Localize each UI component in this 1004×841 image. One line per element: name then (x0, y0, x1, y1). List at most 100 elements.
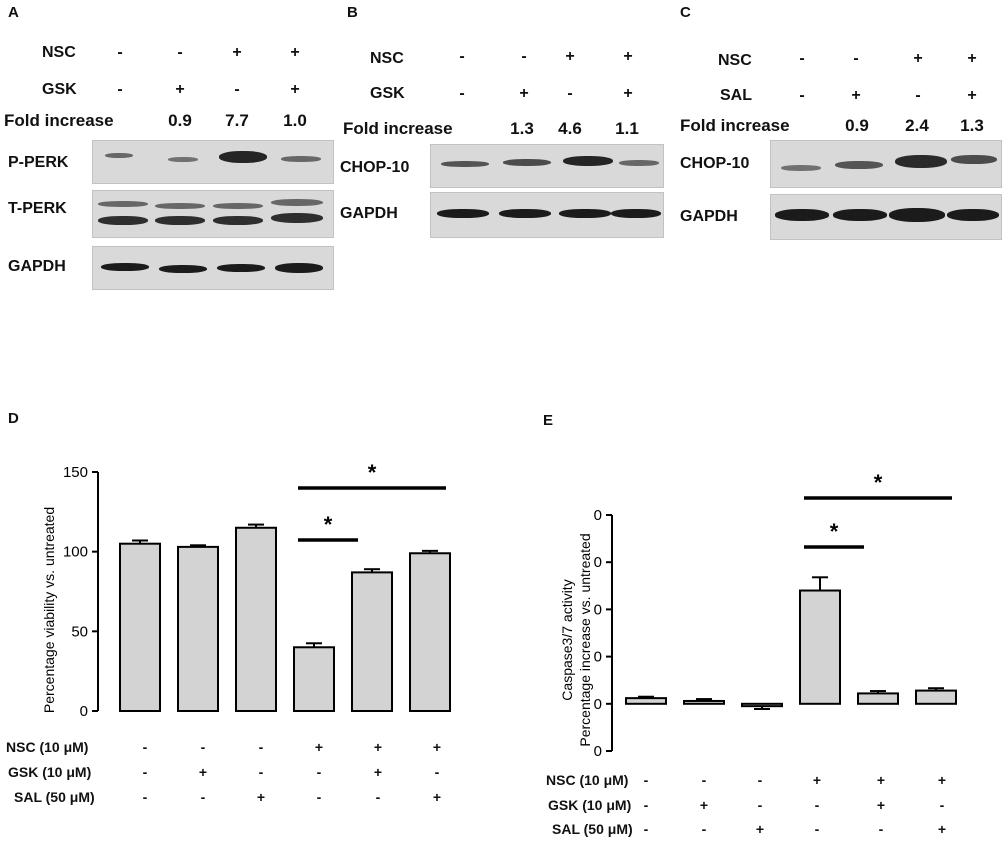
treatment-sign-gsk: - (258, 764, 264, 780)
treatment-sign-gsk: - (814, 797, 820, 813)
treat-d-gsk-label: GSK (10 μM) (8, 764, 92, 780)
treatment-sign-sal: - (878, 821, 884, 837)
panel-a-gsk-label: GSK (42, 81, 77, 98)
panel-c-blot-label: CHOP-10 (680, 155, 750, 172)
panel-a-fold-value: 1.0 (283, 111, 307, 130)
treatment-sign-nsc: + (314, 739, 324, 755)
treatment-sign-gsk: + (198, 764, 208, 780)
treatment-sign-sal: + (937, 821, 947, 837)
panel-letter-b: B (347, 4, 358, 21)
y-tick-label: 0 (594, 696, 602, 713)
panel-a-blot-label: GAPDH (8, 258, 66, 275)
bar (683, 699, 725, 705)
blot-chop10-c (770, 140, 1002, 188)
bar (857, 692, 899, 705)
treatment-sign-nsc: + (876, 772, 886, 788)
treatment-sign-gsk: - (757, 797, 763, 813)
treatment-sign-sal: - (643, 821, 649, 837)
blot-p-perk (92, 140, 334, 184)
y-tick-label: 0 (594, 743, 602, 760)
bar (799, 589, 841, 705)
treatment-sign-sal: + (755, 821, 765, 837)
panel-a-nsc-sign: + (290, 44, 300, 61)
bar (741, 702, 783, 708)
y-axis-label: Percentage increase vs. untreated (577, 533, 593, 746)
treatment-sign-sal: + (256, 789, 266, 805)
treatment-sign-sal: + (432, 789, 442, 805)
treatment-sign-nsc: - (643, 772, 649, 788)
chart-d-viability: 0 50 100 150 Percentage viability vs. untrea… (41, 460, 451, 720)
panel-a-fold-label: Fold increase (4, 111, 114, 130)
treatment-sign-nsc: - (200, 739, 206, 755)
panel-c-sal-sign: + (851, 87, 861, 104)
treatment-sign-gsk: + (876, 797, 886, 813)
panel-a-blot-label: T-PERK (8, 200, 67, 217)
panel-b-gsk-sign: + (623, 85, 633, 102)
y-axis-label: Percentage viability vs. untreated (41, 507, 57, 713)
panel-b-nsc-sign: - (521, 48, 527, 65)
treatment-sign-nsc: - (757, 772, 763, 788)
panel-a-nsc-sign: - (117, 44, 123, 61)
treatment-sign-sal: - (814, 821, 820, 837)
panel-b-blot-label: GAPDH (340, 205, 398, 222)
treat-e-sal-label: SAL (50 μM) (552, 821, 633, 837)
panel-c-nsc-label: NSC (718, 52, 752, 69)
panel-c-nsc-sign: - (853, 50, 859, 67)
panel-a-blot-label: P-PERK (8, 154, 69, 171)
panel-c-sal-label: SAL (720, 87, 752, 104)
treatment-sign-nsc: + (432, 739, 442, 755)
panel-b-nsc-sign: + (565, 48, 575, 65)
panel-b-fold-label: Fold increase (343, 119, 453, 138)
panel-b-blot-label: CHOP-10 (340, 159, 410, 176)
treat-d-nsc-label: NSC (10 μM) (6, 739, 89, 755)
y-tick-label: 0 (594, 649, 602, 666)
bar (351, 571, 393, 712)
panel-c-fold-value: 2.4 (905, 116, 929, 135)
panel-letter-a: A (8, 4, 19, 21)
treat-d-sal-label: SAL (50 μM) (14, 789, 95, 805)
panel-c-fold-value: 0.9 (845, 116, 869, 135)
panel-a-gsk-sign: - (234, 81, 240, 98)
y-tick-label: 150 (63, 464, 88, 481)
treatment-sign-sal: - (142, 789, 148, 805)
panel-b-nsc-sign: - (459, 48, 465, 65)
panel-a-gsk-sign: + (175, 81, 185, 98)
panel-b-nsc-label: NSC (370, 50, 404, 67)
treat-e-nsc-label: NSC (10 μM) (546, 772, 629, 788)
treatment-sign-gsk: - (316, 764, 322, 780)
bar (119, 542, 161, 712)
bar (177, 545, 219, 712)
y-tick-label: 0 (80, 703, 88, 720)
blot-gapdh-c (770, 194, 1002, 240)
y-tick-label: 0 (594, 507, 602, 524)
treatment-sign-nsc: - (142, 739, 148, 755)
blot-gapdh-b (430, 192, 664, 238)
treatment-sign-nsc: + (937, 772, 947, 788)
panel-a-nsc-sign: - (177, 44, 183, 61)
treatment-sign-gsk: - (643, 797, 649, 813)
bar (915, 689, 957, 705)
panel-b-gsk-sign: - (459, 85, 465, 102)
y-tick-label: 50 (71, 623, 88, 640)
treatment-sign-sal: - (375, 789, 381, 805)
panel-a-nsc-sign: + (232, 44, 242, 61)
blot-gapdh-a (92, 246, 334, 290)
panel-b-gsk-sign: - (567, 85, 573, 102)
chart-e-caspase: 0 0 0 0 0 0 Caspase3/7 activity Percentage incr… (559, 470, 957, 760)
significance-star: * (368, 460, 377, 485)
bar (409, 552, 451, 713)
treatment-sign-gsk: + (373, 764, 383, 780)
panel-a-nsc-label: NSC (42, 44, 76, 61)
panel-c-nsc-sign: - (799, 50, 805, 67)
panel-c-sal-sign: - (799, 87, 805, 104)
treatment-sign-sal: - (701, 821, 707, 837)
y-axis-label: Caspase3/7 activity (559, 579, 575, 700)
treatment-sign-gsk: + (699, 797, 709, 813)
panel-c-blot-label: GAPDH (680, 208, 738, 225)
bar (625, 697, 667, 705)
significance-star: * (874, 470, 883, 495)
bar (293, 646, 335, 712)
y-tick-label: 0 (594, 554, 602, 571)
panel-c-fold-label: Fold increase (680, 116, 790, 135)
panel-a-gsk-sign: + (290, 81, 300, 98)
